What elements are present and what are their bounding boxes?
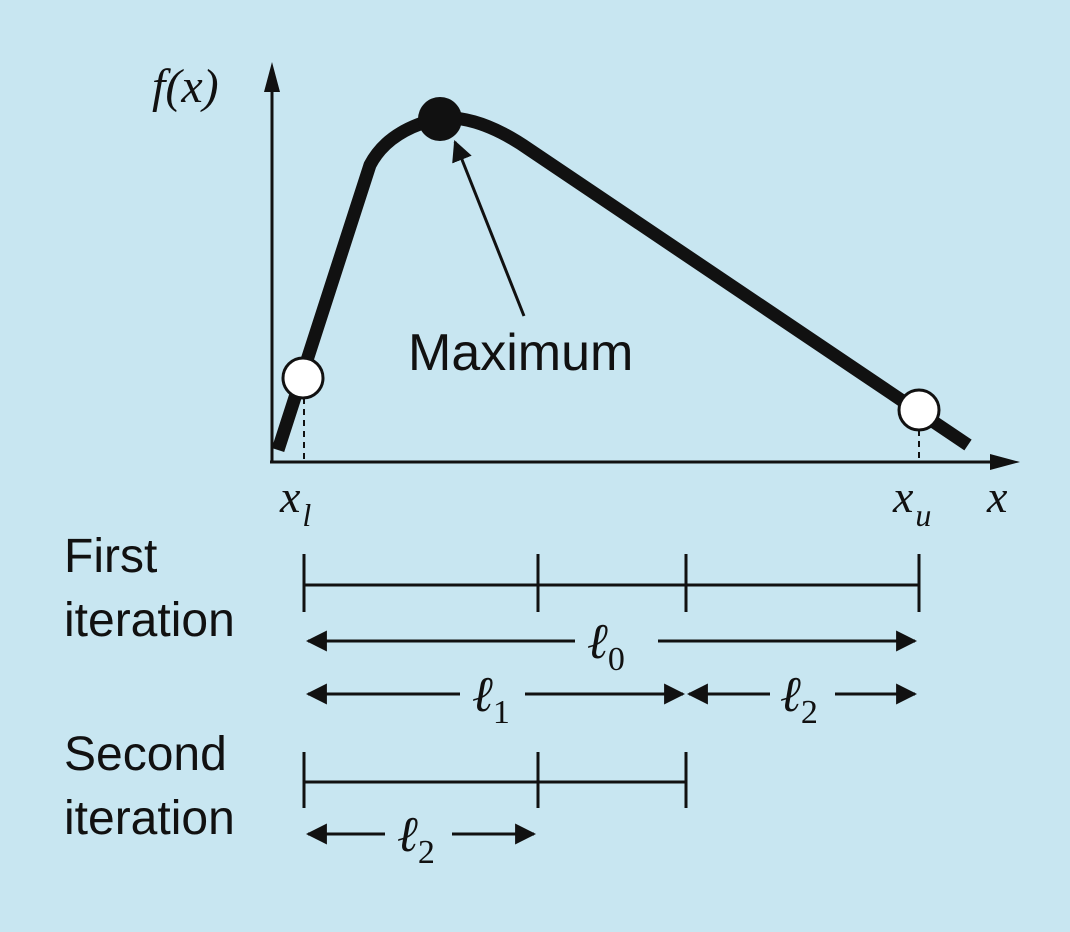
first-iteration-label: First iteration <box>64 530 235 647</box>
maximum-point <box>418 97 462 141</box>
upper-bound-label: xu <box>892 471 931 533</box>
y-axis-label: f(x) <box>152 60 219 113</box>
second-iteration-interval <box>302 752 688 808</box>
first-iteration-interval <box>302 554 921 612</box>
maximum-arrow <box>452 140 526 317</box>
maximum-label: Maximum <box>408 324 633 382</box>
l1-label: ℓ1 <box>472 666 510 731</box>
function-curve <box>271 111 972 452</box>
x-axis-arrowhead <box>990 454 1020 470</box>
x-axis-label: x <box>986 471 1008 522</box>
y-axis-arrowhead <box>264 62 280 92</box>
lower-bound-point <box>281 356 325 400</box>
l0-label: ℓ0 <box>587 613 625 678</box>
lower-bound-label: xl <box>279 471 311 533</box>
upper-bound-point <box>897 388 941 432</box>
second-iteration-label: Second iteration <box>64 728 240 845</box>
l2-label-first: ℓ2 <box>780 666 818 731</box>
axes <box>264 62 1020 470</box>
l2-label-second: ℓ2 <box>397 806 435 871</box>
